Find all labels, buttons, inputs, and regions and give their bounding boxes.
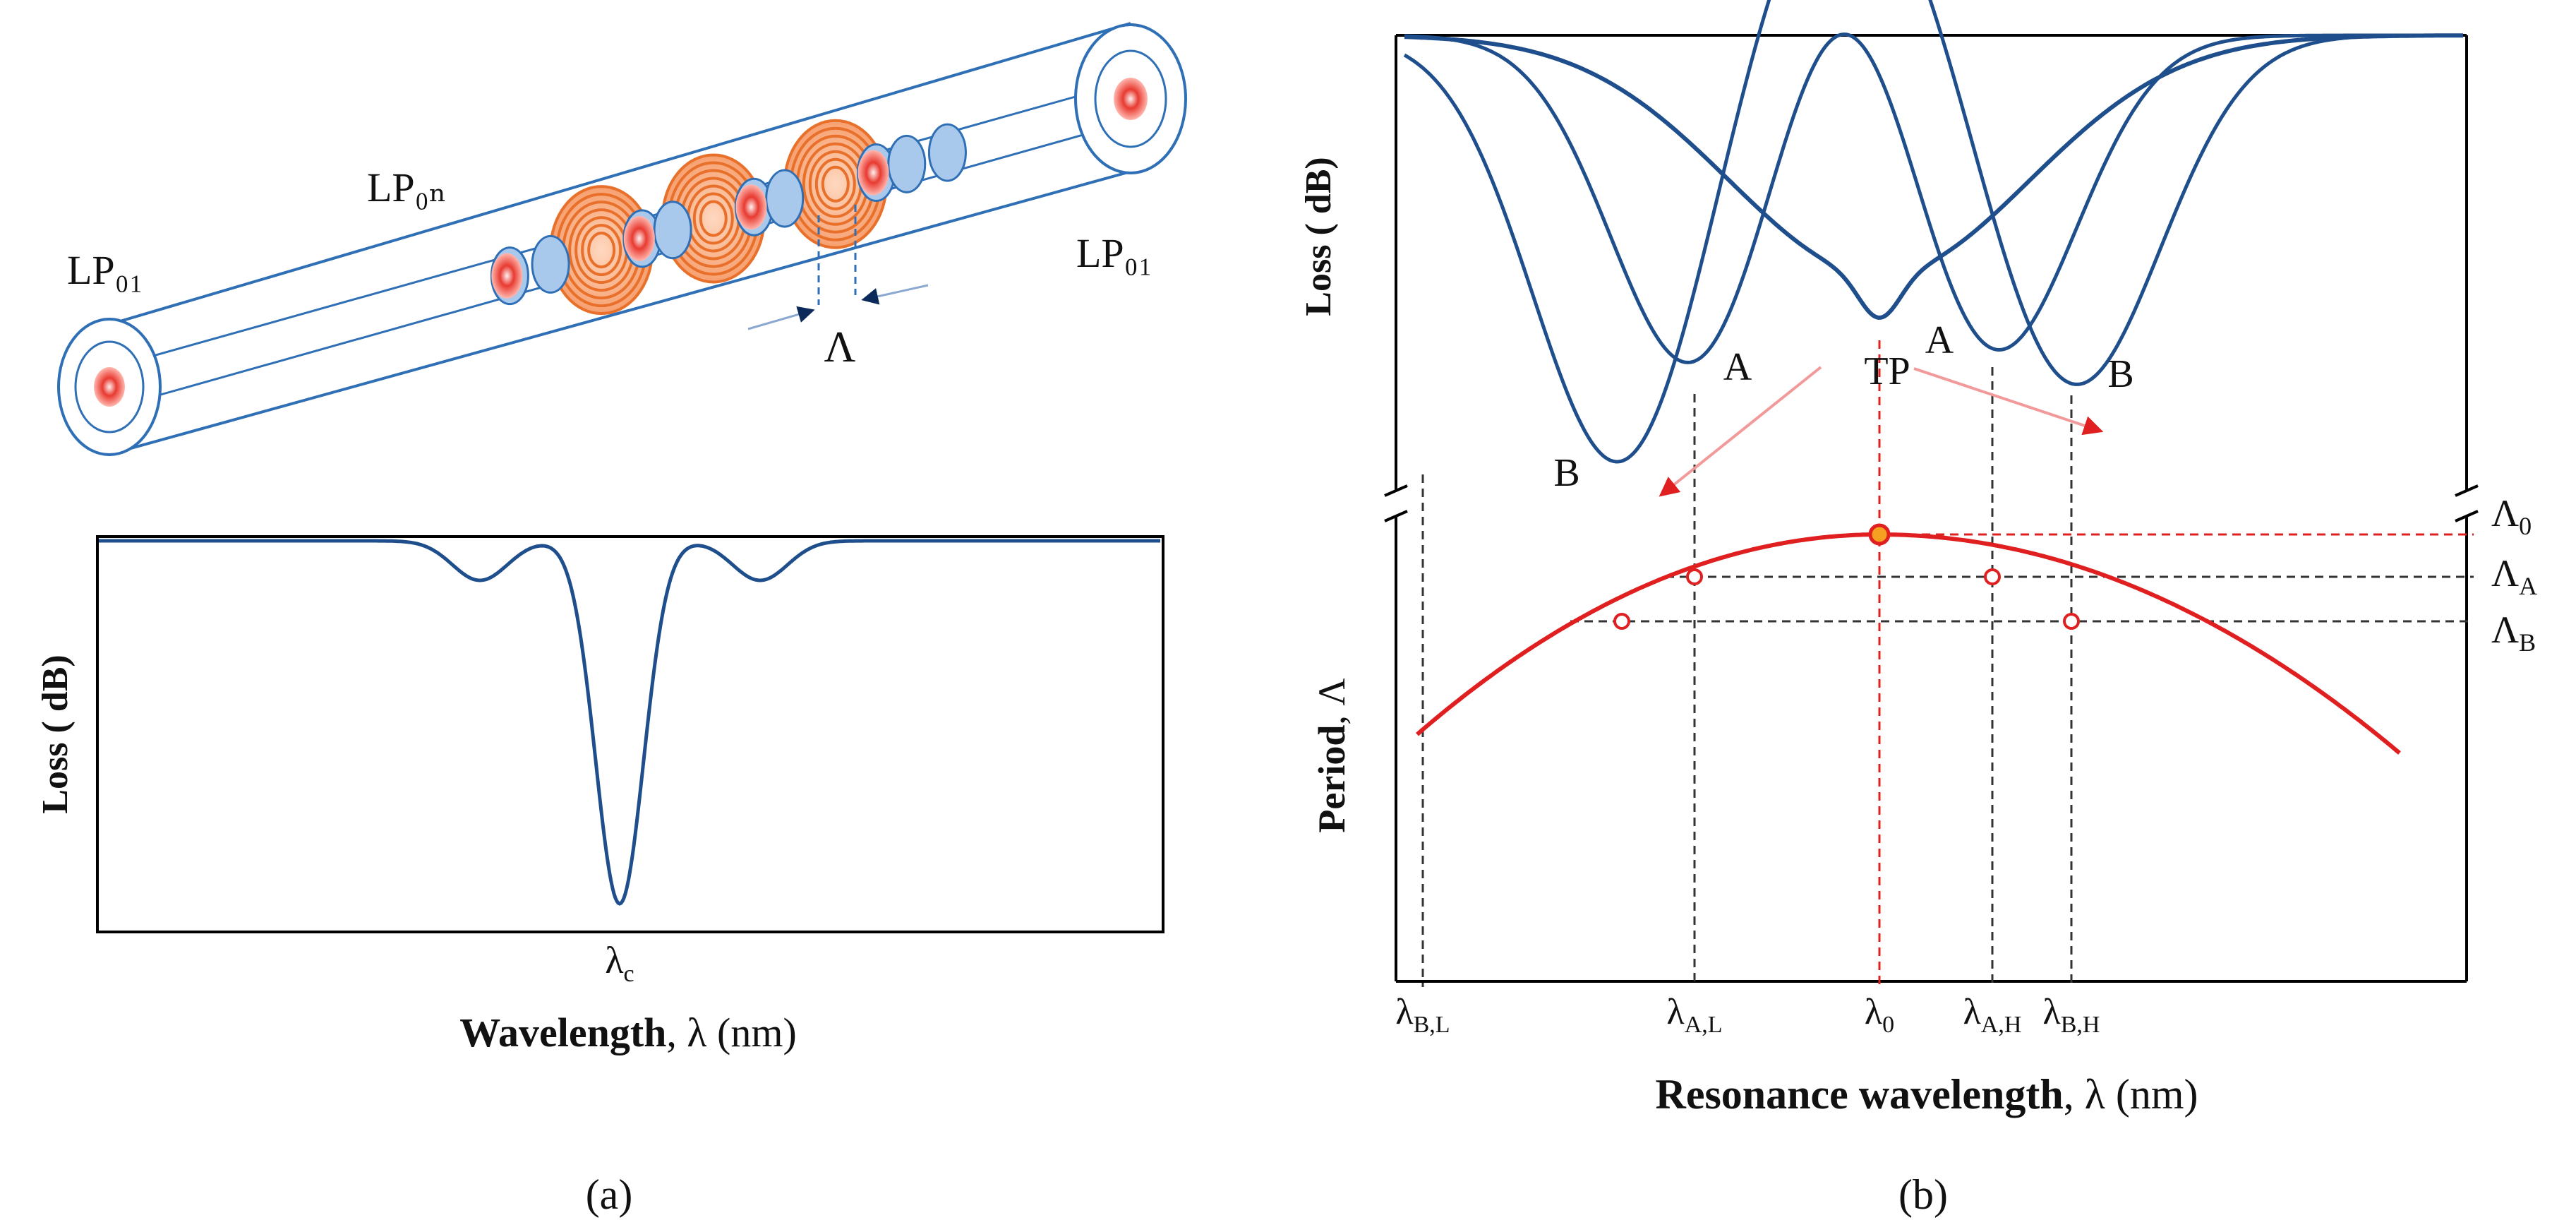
grating-ring-1-band-6 [581,224,622,277]
grating-ring-2-band-7 [699,200,728,237]
panel-b-axis-break-right-1 [2455,484,2479,497]
panel-b-period-y-axis-label: Period, Λ [1311,678,1353,832]
tick-period-a: ΛA [2491,552,2537,600]
point-bl [1613,613,1630,630]
point-al [1686,568,1703,585]
grating-period-symbol: Λ [824,323,856,371]
panel-b-axis-break-left-1 [1384,484,1408,497]
fiber-left-end-inner [74,340,145,433]
dip-label-a-left: A [1723,345,1752,389]
tick-lambda-0: λ0 [1865,992,1894,1038]
mode-label-lp01-right: LP₀₁ [1076,230,1152,276]
grating-disc-2 [531,234,570,294]
panel-b-axis-break-left-2 [1384,510,1408,522]
loss-curve-tp [1404,33,2463,321]
panel-b-loss-y-axis-label: Loss ( dB) [1299,157,1339,316]
grating-core-3 [735,184,767,230]
shift-arrow-left [1659,366,1822,497]
fiber-left-core [94,367,125,407]
point-ah [1984,568,2001,585]
grating-ring-3-band-6 [814,157,856,210]
mode-label-lp01-left: LP₀₁ [67,247,143,293]
grating-ring-2-band-6 [692,192,734,245]
panel-b-chart [1384,0,2479,987]
point-0 [1868,523,1891,546]
tick-lambda-bl: λB,L [1395,992,1450,1038]
tick-lambda-al: λA,L [1666,992,1722,1038]
fiber-cladding-top [112,22,1131,325]
grating-core-4 [857,150,889,196]
grating-core-2 [623,215,655,261]
dip-label-b-left: B [1553,451,1579,495]
fiber-right-core [1114,78,1148,120]
panel-b-x-axis-label: Resonance wavelength, λ (nm) [1655,1071,2198,1118]
grating-disc-9 [927,123,967,182]
dip-label-tp: TP [1864,349,1910,393]
panel-a-loss-frame [96,535,1164,933]
loss-curve-a [1404,32,2463,364]
mode-label-lp0n: LP₀ₙ [367,165,447,210]
grating-ring-3-band-7 [821,165,850,203]
tick-period-0: Λ0 [2491,492,2532,540]
grating-disc-6 [765,169,805,228]
shift-arrow-right [1913,367,2104,436]
panel-b-axis-break-right-2 [2455,510,2479,522]
panel-b-caption: (b) [1898,1171,1948,1218]
tick-lambda-bh: λB,H [2043,992,2100,1038]
fiber-schematic [57,22,1187,456]
grating-core-1 [491,253,523,299]
fiber-right-end-inner [1094,49,1167,148]
panel-a-caption: (a) [586,1171,633,1218]
period-arrow-right [861,284,929,305]
panel-a-resonance-label: λc [605,939,634,987]
period-curve [1416,532,2401,755]
grating-ring-1-band-7 [587,232,616,269]
tick-lambda-ah: λA,H [1963,992,2022,1038]
point-bh [2063,613,2080,630]
grating-disc-8 [887,134,927,193]
grating-disc-4 [653,201,692,260]
panel-a-y-axis-label: Loss ( dB) [35,654,76,813]
fiber-cladding-bottom [112,170,1131,455]
loss-curve-b [1403,0,2463,464]
period-arrow-left [747,306,815,330]
tick-period-b: ΛB [2491,609,2536,657]
grating-elements [490,119,967,316]
panel-a-x-axis-label: Wavelength, λ (nm) [459,1010,797,1055]
dip-label-b-right: B [2107,352,2133,396]
dip-label-a-right: A [1925,318,1954,362]
panel-a-loss-curve [99,539,1160,906]
